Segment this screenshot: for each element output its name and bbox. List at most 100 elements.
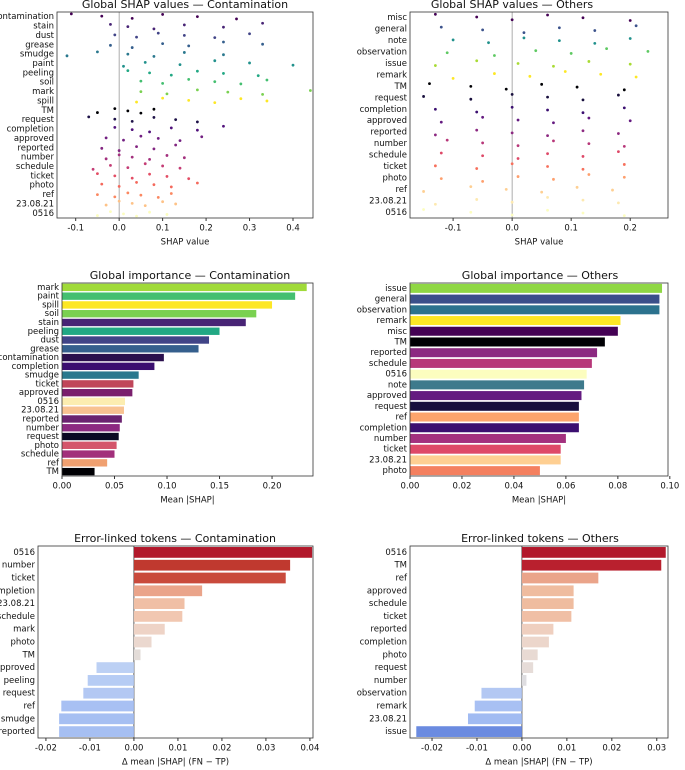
shap-point (135, 214, 138, 218)
shap-point (433, 107, 437, 111)
shap-point (581, 129, 585, 133)
shap-point (265, 99, 269, 103)
y-tick-label: number (374, 139, 408, 149)
shap-point (130, 201, 134, 205)
shap-point (130, 176, 134, 180)
y-tick-label: ticket (383, 445, 407, 455)
shap-point (581, 111, 585, 115)
shap-point (552, 177, 555, 181)
y-tick-label: spill (37, 96, 54, 106)
shap-point (195, 128, 199, 132)
bar (410, 358, 592, 368)
shap-point (622, 163, 626, 166)
shap-point (104, 136, 108, 140)
bar (410, 380, 585, 390)
bar (410, 294, 660, 304)
x-tick-label: 0.08 (608, 482, 627, 492)
x-tick-label: -0.1 (67, 224, 84, 234)
shap-point (178, 63, 182, 67)
y-tick-label: paint (37, 292, 59, 302)
shap-point (569, 52, 573, 55)
x-tick-label: 0.1 (564, 224, 578, 234)
bar (133, 649, 141, 661)
bar (410, 466, 540, 476)
bar (481, 687, 522, 699)
shap-point (617, 93, 620, 97)
shap-point (428, 82, 431, 86)
x-tick-label: 0.01 (168, 744, 187, 754)
shap-point (261, 93, 264, 96)
x-tick-label: 0.0 (505, 224, 519, 234)
shap-point (534, 49, 538, 53)
shap-point (156, 196, 160, 199)
y-tick-label: 23.08.21 (16, 199, 54, 209)
chart-title: Error-linked tokens — Contamination (74, 532, 276, 545)
shap-point (148, 210, 151, 214)
shap-point (169, 126, 173, 130)
shap-point (130, 155, 134, 159)
y-tick-label: peeling (28, 327, 59, 337)
shap-point (139, 90, 143, 93)
shap-point (117, 184, 121, 188)
y-tick-label: reported (370, 625, 407, 635)
x-axis-label: SHAP value (515, 238, 564, 248)
shap-point (510, 131, 514, 135)
shap-point (187, 177, 191, 181)
y-tick-label: approved (367, 586, 407, 596)
x-tick-label: 0.4 (286, 224, 300, 234)
shap-point (96, 172, 99, 176)
shap-point (148, 157, 151, 161)
shap-point (522, 36, 526, 40)
shap-point (169, 185, 173, 189)
shap-point (451, 38, 455, 42)
shap-point (104, 157, 108, 161)
bar (521, 585, 574, 597)
y-tick-label: general (375, 25, 407, 35)
shap-point (96, 214, 99, 217)
bar (87, 675, 134, 686)
bar (410, 401, 579, 411)
shap-point (581, 167, 585, 171)
bar (62, 318, 246, 327)
bar (410, 348, 598, 358)
bar (521, 611, 572, 622)
x-tick-label: 0.03 (647, 744, 666, 754)
y-tick-label: ref (47, 458, 60, 468)
bar (521, 675, 527, 686)
shap-point (546, 152, 549, 156)
y-tick-label: approved (367, 391, 407, 401)
bar (521, 547, 666, 558)
y-tick-label: 23.08.21 (369, 714, 407, 724)
shap-point (113, 195, 117, 199)
y-tick-label: request (3, 689, 36, 699)
y-tick-label: number (26, 423, 60, 433)
shap-point (117, 149, 121, 152)
y-tick-label: 0516 (13, 548, 35, 558)
y-tick-label: reported (370, 128, 407, 138)
shap-point (174, 202, 178, 206)
bar (521, 572, 599, 584)
bar (61, 700, 134, 712)
chart-title: Global SHAP values — Others (431, 0, 593, 11)
y-tick-label: ticket (383, 612, 407, 622)
y-tick-label: ticket (35, 379, 59, 389)
y-tick-label: stain (38, 318, 59, 328)
shap-point (195, 69, 199, 73)
x-tick-label: -0.02 (35, 744, 57, 754)
y-tick-label: issue (385, 59, 407, 69)
shap-point (122, 212, 125, 216)
shap-point (504, 87, 508, 91)
bar (62, 327, 220, 335)
x-tick-label: 0.00 (124, 744, 143, 754)
shap-point (109, 163, 112, 167)
x-axis-label: Δ mean |SHAP| (FN − TP) (485, 758, 592, 768)
shap-point (504, 187, 508, 191)
y-tick-label: reported (22, 414, 59, 424)
shap-point (65, 54, 69, 58)
shap-point (195, 15, 199, 19)
shap-point (581, 198, 585, 202)
y-tick-label: ticket (30, 171, 54, 181)
x-tick-label: 0.2 (199, 224, 213, 234)
shap-point (130, 46, 134, 49)
y-tick-label: mark (37, 283, 59, 293)
